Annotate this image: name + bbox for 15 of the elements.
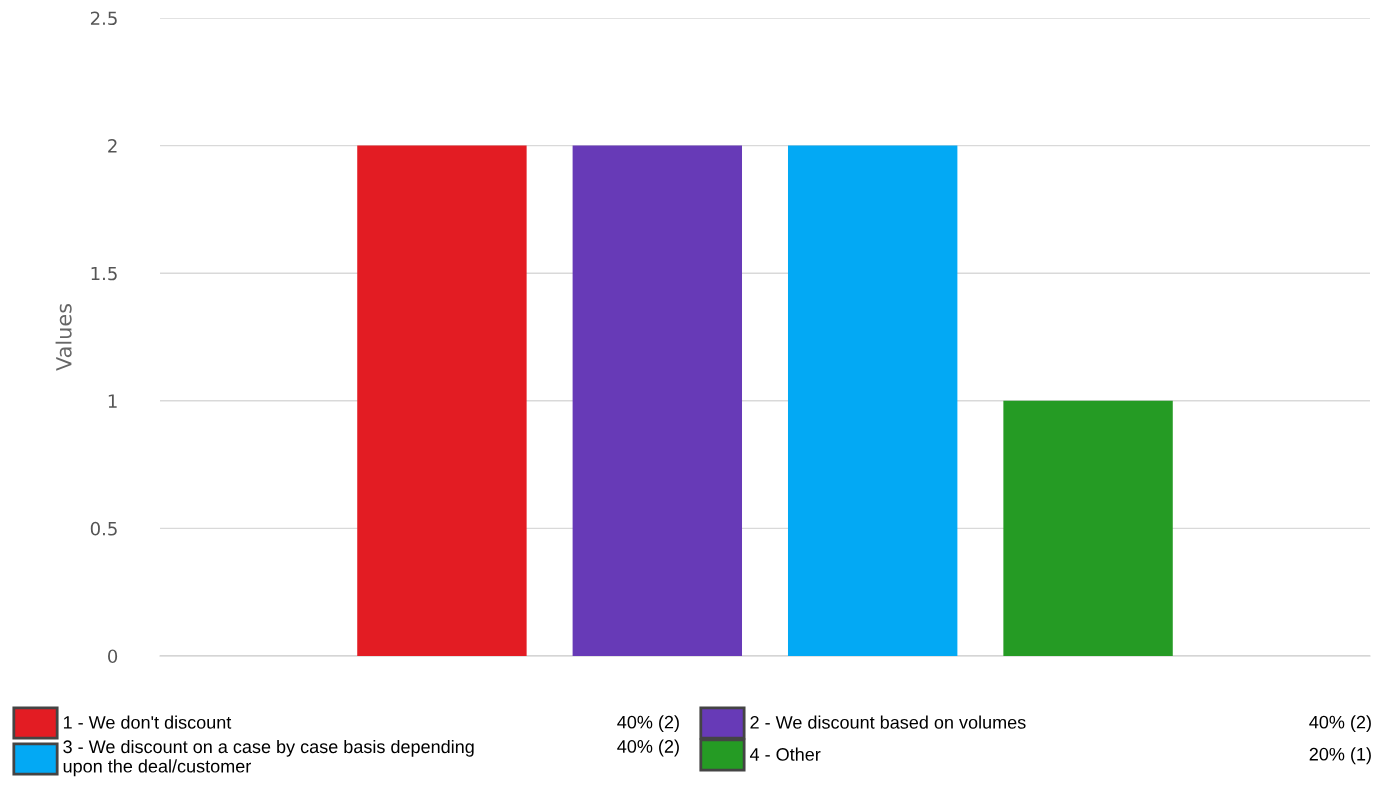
legend-label: 2 - We discount based on volumes (750, 715, 1026, 729)
y-tick-label: 0.5 (90, 521, 117, 536)
y-tick-label: 2 (108, 139, 117, 153)
legend-label: 1 - We don't discount (63, 715, 232, 729)
text: 20% (1) (1309, 747, 1371, 765)
y-tick-label: 0 (108, 649, 118, 664)
y-tick-label: 1 (108, 394, 117, 408)
y-tick-label: 2.5 (90, 11, 117, 26)
text: 40% (2) (617, 715, 679, 733)
text: 40% (2) (617, 739, 679, 757)
y-axis-title: Values (55, 303, 72, 371)
legend-label: 3 - We discount on a case by case basis depending upon the deal/customer (63, 739, 474, 777)
text: 40% (2) (1309, 715, 1371, 733)
legend-label: 4 - Other (749, 747, 821, 761)
y-tick-label: 1.5 (91, 266, 117, 281)
